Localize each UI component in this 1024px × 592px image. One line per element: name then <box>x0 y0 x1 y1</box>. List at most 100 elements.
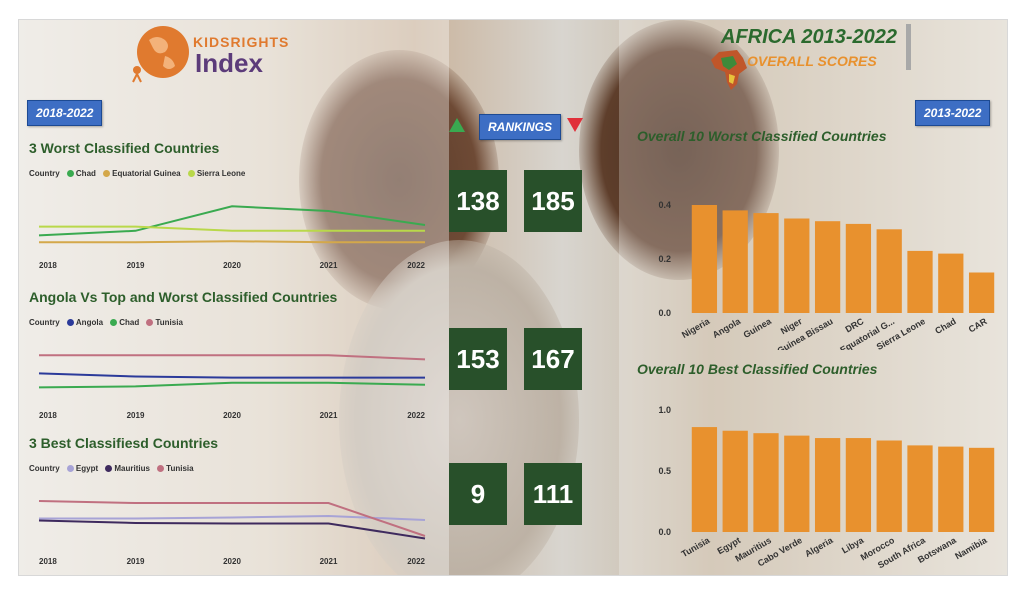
legend-dot <box>105 465 113 472</box>
chart2-title: Angola Vs Top and Worst Classified Count… <box>29 289 338 305</box>
y-tick-label: 1.0 <box>658 405 671 415</box>
series-line-sierra-leone <box>39 225 425 232</box>
bar-libya <box>845 438 872 532</box>
y-tick-label: 0.4 <box>658 200 671 210</box>
chart1-title: 3 Worst Classified Countries <box>29 140 220 156</box>
bar-angola <box>722 210 748 313</box>
legend-chad: Chad <box>119 318 140 327</box>
bar-car <box>968 272 995 313</box>
rankings-tag: RANKINGS <box>479 114 562 140</box>
bar-sierra-leone <box>907 250 933 313</box>
x-tick-label: 2021 <box>320 261 338 270</box>
x-tick-label: 2020 <box>223 261 241 270</box>
legend-dot <box>66 465 74 472</box>
bar-morocco <box>876 440 902 532</box>
bar-chart-worst-title: Overall 10 Worst Classified Countries <box>637 128 887 144</box>
x-tick-label: 2018 <box>39 261 57 270</box>
bar-chad <box>938 253 964 313</box>
rank-box: 153 <box>449 328 507 390</box>
legend-sierra-leone: Sierra Leone <box>196 169 246 178</box>
series-line-tunisia <box>38 500 426 537</box>
rank-box: 167 <box>524 328 582 390</box>
logo-text-top: KIDSRIGHTS <box>193 34 290 50</box>
bar-botswana <box>938 446 964 532</box>
legend-dot <box>187 170 195 177</box>
legend-dot <box>157 465 165 472</box>
bar-guinea <box>753 213 779 313</box>
africa-map-icon <box>711 50 747 90</box>
legend-dot <box>66 319 74 326</box>
series-line-mauritius <box>38 519 426 540</box>
x-tick-label: Algeria <box>803 535 835 559</box>
period-tag-left: 2018-2022 <box>27 100 103 126</box>
x-tick-label: CAR <box>967 316 989 335</box>
rank-box: 111 <box>524 463 582 525</box>
series-line-egypt <box>39 514 426 521</box>
bar-guinea-bissau <box>814 221 841 313</box>
chart3-title: 3 Best Classifiesd Countries <box>29 435 219 451</box>
x-tick-label: 2021 <box>320 557 338 566</box>
x-tick-label: 2019 <box>127 411 145 420</box>
legend-dot <box>103 170 111 177</box>
legend-tunisia: Tunisia <box>155 318 183 327</box>
x-tick-label: Angola <box>711 316 743 340</box>
logo-text-bottom: Index <box>195 48 263 78</box>
x-tick-label: Chad <box>933 316 957 336</box>
legend-chad: Chad <box>75 169 96 178</box>
x-tick-label: 2018 <box>39 411 57 420</box>
bar-namibia <box>968 447 995 532</box>
legend-equatorial-guinea: Equatorial Guinea <box>112 169 181 178</box>
x-tick-label: 2021 <box>320 411 338 420</box>
legend-dot <box>146 319 154 326</box>
bar-egypt <box>722 430 748 532</box>
bar-south-africa <box>907 445 933 532</box>
bar-tunisia <box>691 427 718 532</box>
x-tick-label: Tunisia <box>680 535 713 560</box>
series-line-equatorial-guinea <box>39 240 425 244</box>
bar-drc <box>845 223 872 313</box>
bar-chart-best-title: Overall 10 Best Classified Countries <box>637 361 878 377</box>
x-tick-label: 2020 <box>223 557 241 566</box>
chart1-legend: Country Chad Equatorial Guinea Sierra Le… <box>29 169 245 178</box>
x-tick-label: 2019 <box>127 261 145 270</box>
bar-nigeria <box>691 205 718 313</box>
up-triangle-icon <box>449 118 465 132</box>
period-tag-right: 2013-2022 <box>915 100 991 126</box>
chart1-legend-label: Country <box>29 169 60 178</box>
x-tick-label: 2020 <box>223 411 241 420</box>
series-line-chad <box>38 381 426 389</box>
x-tick-label: Nigeria <box>680 316 712 340</box>
line-chart-angola-compare: 2018 2019 2020 2021 2022 <box>38 354 426 420</box>
rank-box: 185 <box>524 170 582 232</box>
bar-niger <box>784 218 810 313</box>
page-title: AFRICA 2013-2022 <box>721 26 898 48</box>
x-tick-label: Guinea <box>742 316 774 340</box>
dashboard-canvas: KIDSRIGHTS Index AFRICA 2013-2022 OVERAL… <box>18 19 1008 576</box>
x-tick-label: 2022 <box>407 557 425 566</box>
kidsrights-logo: KIDSRIGHTS Index <box>129 22 299 86</box>
x-tick-label: Namibia <box>953 535 989 562</box>
legend-dot <box>110 319 118 326</box>
rank-box: 138 <box>449 170 507 232</box>
down-triangle-icon <box>567 118 583 132</box>
line-chart-worst-3: 2018 2019 2020 2021 2022 <box>38 205 426 270</box>
series-line-tunisia <box>39 354 426 361</box>
globe-logo-icon <box>132 26 189 83</box>
bar-cabo-verde <box>784 435 810 532</box>
x-tick-label: 2019 <box>127 557 145 566</box>
legend-egypt: Egypt <box>75 464 99 473</box>
chart3-legend-label: Country <box>29 464 60 473</box>
chart3-legend: Country Egypt Mauritius Tunisia <box>29 464 194 473</box>
header-divider <box>906 24 911 70</box>
x-tick-label: 2022 <box>407 411 425 420</box>
bar-algeria <box>814 438 841 532</box>
x-tick-label: 2022 <box>407 261 425 270</box>
y-tick-label: 0.5 <box>658 466 671 476</box>
page-subtitle: OVERALL SCORES <box>747 53 877 69</box>
legend-mauritius: Mauritius <box>114 464 150 473</box>
chart2-legend: Country Angola Chad Tunisia <box>29 318 183 327</box>
series-line-chad <box>38 205 426 237</box>
y-tick-label: 0.2 <box>658 254 671 264</box>
